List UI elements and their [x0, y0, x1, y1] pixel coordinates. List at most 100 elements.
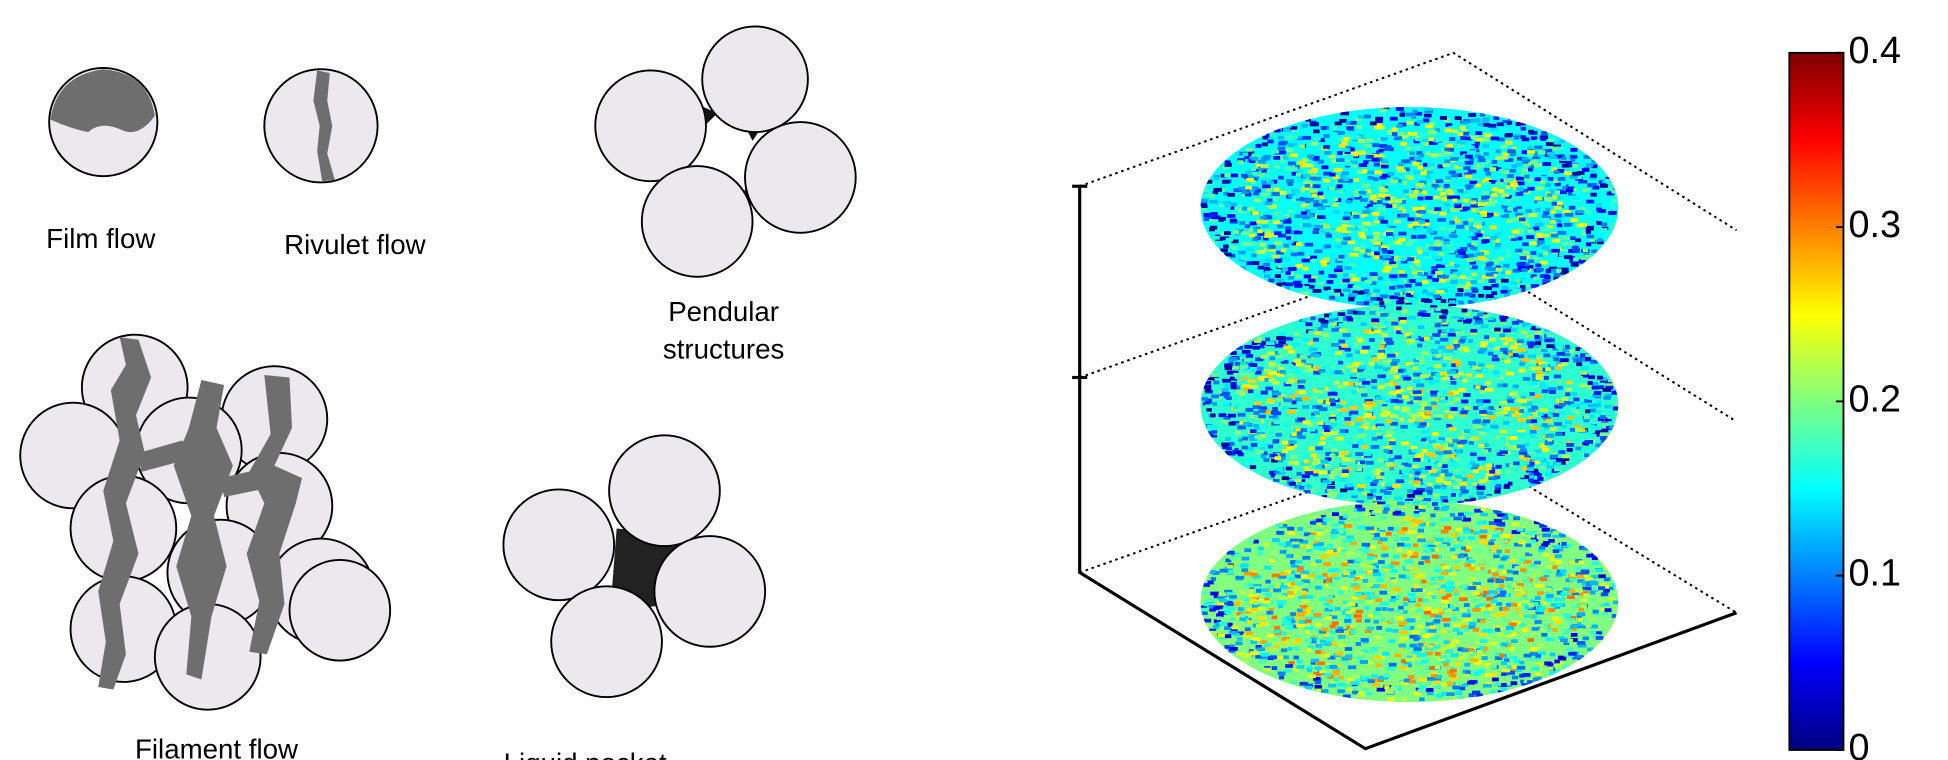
speckle: [1407, 675, 1414, 679]
speckle: [1441, 299, 1446, 303]
speckle: [1477, 457, 1485, 461]
speckle: [1319, 195, 1324, 199]
speckle: [1517, 348, 1526, 352]
speckle: [1471, 136, 1478, 140]
speckle: [1331, 132, 1338, 136]
speckle: [1244, 598, 1249, 602]
speckle: [1322, 495, 1328, 499]
speckle: [1264, 267, 1270, 271]
speckle: [1480, 341, 1488, 345]
speckle: [1418, 529, 1424, 533]
speckle: [1449, 617, 1456, 621]
speckle: [1598, 238, 1603, 242]
speckle: [1362, 184, 1369, 188]
speckle: [1530, 539, 1536, 543]
speckle: [1549, 672, 1555, 676]
speckle: [1318, 318, 1324, 322]
speckle: [1415, 263, 1421, 267]
speckle: [1503, 264, 1510, 268]
speckle: [1278, 176, 1284, 180]
speckle: [1401, 407, 1409, 411]
speckle: [1396, 548, 1402, 552]
speckle: [1364, 289, 1369, 293]
speckle: [1272, 538, 1280, 542]
speckle: [1501, 570, 1507, 574]
speckle: [1333, 141, 1340, 145]
speckle: [1357, 488, 1364, 492]
speckle: [1393, 555, 1399, 559]
speckle: [1209, 200, 1217, 204]
speckle: [1284, 398, 1293, 402]
speckle: [1315, 623, 1321, 627]
speckle: [1419, 220, 1425, 224]
speckle: [1511, 197, 1520, 201]
speckle: [1205, 389, 1211, 393]
speckle: [1444, 203, 1450, 207]
speckle: [1284, 137, 1291, 141]
speckle: [1295, 370, 1301, 374]
speckle: [1492, 187, 1498, 191]
speckle: [1288, 461, 1297, 465]
speckle: [1356, 303, 1362, 307]
speckle: [1545, 367, 1551, 371]
speckle: [1286, 236, 1291, 240]
speckle: [1407, 257, 1414, 261]
speckle: [1341, 344, 1347, 348]
speckle: [1203, 385, 1211, 389]
speckle: [1460, 608, 1467, 612]
speckle: [1457, 323, 1462, 327]
speckle: [1460, 339, 1466, 343]
speckle: [1529, 452, 1536, 456]
speckle: [1570, 404, 1578, 408]
speckle: [1246, 354, 1253, 358]
speckle: [1456, 225, 1464, 229]
speckle: [1496, 268, 1502, 272]
speckle: [1536, 268, 1544, 272]
speckle: [1272, 666, 1278, 670]
speckle: [1202, 204, 1208, 208]
speckle: [1395, 386, 1400, 390]
speckle: [1364, 592, 1370, 596]
speckle: [1305, 118, 1311, 122]
speckle: [1420, 132, 1429, 136]
speckle: [1483, 144, 1489, 148]
speckle: [1343, 237, 1351, 241]
speckle: [1373, 325, 1379, 329]
speckle: [1440, 338, 1448, 342]
speckle: [1590, 193, 1596, 197]
speckle: [1593, 186, 1600, 190]
speckle: [1229, 595, 1237, 599]
speckle: [1572, 164, 1578, 168]
speckle: [1251, 254, 1256, 258]
speckle: [1463, 632, 1471, 636]
speckle: [1369, 272, 1377, 276]
speckle: [1379, 307, 1384, 311]
speckle: [1556, 269, 1562, 273]
speckle: [1465, 161, 1474, 165]
speckle: [1241, 190, 1248, 194]
speckle: [1319, 407, 1328, 411]
speckle: [1422, 415, 1431, 419]
speckle: [1486, 535, 1491, 539]
speckle: [1353, 285, 1361, 289]
speckle: [1302, 164, 1309, 168]
speckle: [1502, 355, 1510, 359]
speckle: [1257, 647, 1265, 651]
speckle: [1451, 412, 1457, 416]
speckle: [1588, 375, 1595, 379]
speckle: [1579, 561, 1584, 565]
speckle: [1397, 270, 1405, 274]
speckle: [1401, 474, 1409, 478]
speckle: [1280, 550, 1287, 554]
speckle: [1251, 167, 1256, 171]
speckle: [1466, 126, 1472, 130]
speckle: [1379, 537, 1387, 541]
speckle: [1401, 537, 1409, 541]
speckle: [1350, 492, 1357, 496]
speckle: [1468, 218, 1474, 222]
speckle: [1394, 136, 1402, 140]
speckle: [1358, 291, 1365, 295]
speckle: [1421, 660, 1427, 664]
speckle: [1268, 445, 1273, 449]
speckle: [1527, 146, 1532, 150]
